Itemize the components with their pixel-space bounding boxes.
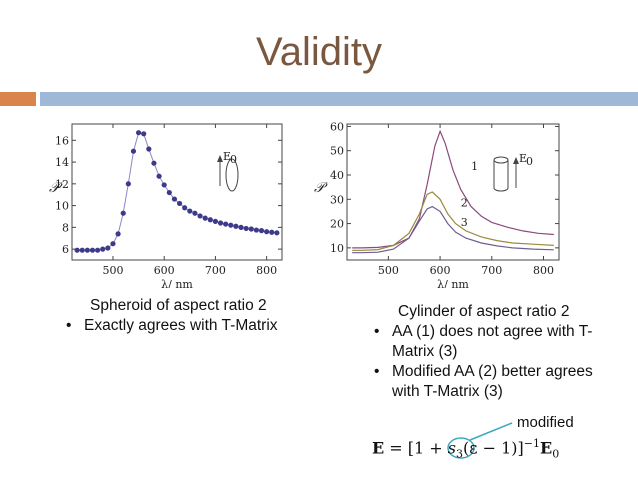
x-tick-label: 700 <box>481 264 502 277</box>
data-point <box>223 221 229 227</box>
right-caption-bullet: AA (1) does not agree with T-Matrix (3) <box>372 322 612 362</box>
data-point <box>115 231 121 237</box>
field-label: E <box>223 150 231 163</box>
x-axis-label: λ/ nm <box>437 278 469 288</box>
y-tick-label: 16 <box>55 134 69 147</box>
data-point <box>258 228 265 234</box>
left-caption-bullets: Exactly agrees with T-Matrix <box>64 316 294 336</box>
data-point <box>95 247 101 253</box>
data-point <box>100 246 106 252</box>
y-tick-label: 10 <box>55 200 69 213</box>
title-band <box>40 92 638 106</box>
x-tick-label: 600 <box>430 264 451 277</box>
cylinder-top-icon <box>493 156 509 164</box>
data-point <box>135 130 142 136</box>
data-point <box>192 210 198 216</box>
series-line-1 <box>352 129 554 249</box>
left-caption-bullet: Exactly agrees with T-Matrix <box>64 316 294 336</box>
x-tick-label: 500 <box>378 264 399 277</box>
data-point <box>202 215 208 221</box>
x-axis-label: λ/ nm <box>161 278 193 288</box>
data-point <box>238 224 244 230</box>
series-label: 2 <box>461 197 468 210</box>
data-point <box>79 247 85 253</box>
data-point <box>84 247 90 253</box>
data-point <box>228 222 234 228</box>
field-arrowhead-icon <box>217 155 223 162</box>
series-line <box>77 132 277 251</box>
data-point <box>182 205 188 211</box>
cylinder-bottom-icon <box>493 187 509 192</box>
data-point <box>151 160 157 166</box>
field-arrowhead-icon <box>513 157 519 164</box>
data-point <box>217 220 224 226</box>
y-tick-label: 30 <box>330 193 344 206</box>
modified-label: modified <box>517 414 574 431</box>
data-point <box>89 247 96 253</box>
x-tick-label: 500 <box>102 264 123 277</box>
data-point <box>146 146 152 152</box>
x-tick-label: 600 <box>154 264 175 277</box>
data-point <box>269 229 275 235</box>
data-point <box>274 230 280 236</box>
right-caption-bullet: Modified AA (2) better agrees with T-Mat… <box>372 362 612 402</box>
y-tick-label: 50 <box>330 145 344 158</box>
data-point <box>156 173 162 179</box>
y-tick-label: 20 <box>330 218 344 231</box>
x-tick-label: 800 <box>256 264 277 277</box>
cylinder-chart: 500 600 700 800 10 20 30 40 50 60 λ/ nm 𝒫 1 2 3 E0 <box>314 120 560 288</box>
field-label: E <box>519 152 527 165</box>
data-point <box>248 226 254 232</box>
data-point <box>207 217 213 223</box>
right-caption: Cylinder of aspect ratio 2 AA (1) does n… <box>372 302 612 402</box>
data-point <box>161 182 167 188</box>
left-caption: Spheroid of aspect ratio 2 Exactly agree… <box>64 296 294 336</box>
right-caption-heading: Cylinder of aspect ratio 2 <box>398 303 570 320</box>
data-point <box>166 189 172 196</box>
series-line-2 <box>352 191 554 251</box>
data-point <box>233 223 239 229</box>
plot-frame <box>71 123 283 261</box>
data-point <box>105 245 111 251</box>
x-tick-label: 700 <box>205 264 226 277</box>
data-point <box>130 148 137 154</box>
y-tick-label: 12 <box>55 178 69 191</box>
data-point <box>212 218 219 224</box>
data-point <box>74 247 80 253</box>
data-point <box>264 229 270 235</box>
y-tick-label: 60 <box>330 120 344 133</box>
series-label: 3 <box>461 216 468 229</box>
data-point <box>125 181 131 187</box>
y-tick-label: 8 <box>62 221 69 234</box>
data-point <box>253 227 259 233</box>
equation: E = [1 + s3(ε − 1)]−1E0 <box>372 437 560 461</box>
plot-frame <box>346 123 560 261</box>
data-point <box>120 210 126 216</box>
data-point <box>141 131 147 137</box>
left-caption-heading: Spheroid of aspect ratio 2 <box>90 297 267 314</box>
field-label-subscript: 0 <box>526 155 533 168</box>
data-point <box>187 208 193 214</box>
series-label: 1 <box>471 160 478 173</box>
y-axis-label: 𝒫 <box>314 180 328 196</box>
y-tick-label: 6 <box>62 243 69 256</box>
y-tick-label: 40 <box>330 169 344 182</box>
right-caption-bullets: AA (1) does not agree with T-Matrix (3) … <box>372 322 612 402</box>
spheroid-icon <box>225 158 239 192</box>
y-tick-label: 10 <box>330 242 344 255</box>
slide-title: Validity <box>256 30 382 74</box>
data-point <box>243 225 249 232</box>
data-point <box>110 241 116 247</box>
data-point <box>176 200 183 207</box>
y-tick-label: 14 <box>55 156 69 169</box>
series-line-3 <box>352 205 554 254</box>
title-band-accent <box>0 92 36 106</box>
x-tick-label: 800 <box>533 264 554 277</box>
data-point <box>171 196 178 202</box>
field-label-subscript: 0 <box>230 153 237 166</box>
data-point <box>197 213 203 219</box>
